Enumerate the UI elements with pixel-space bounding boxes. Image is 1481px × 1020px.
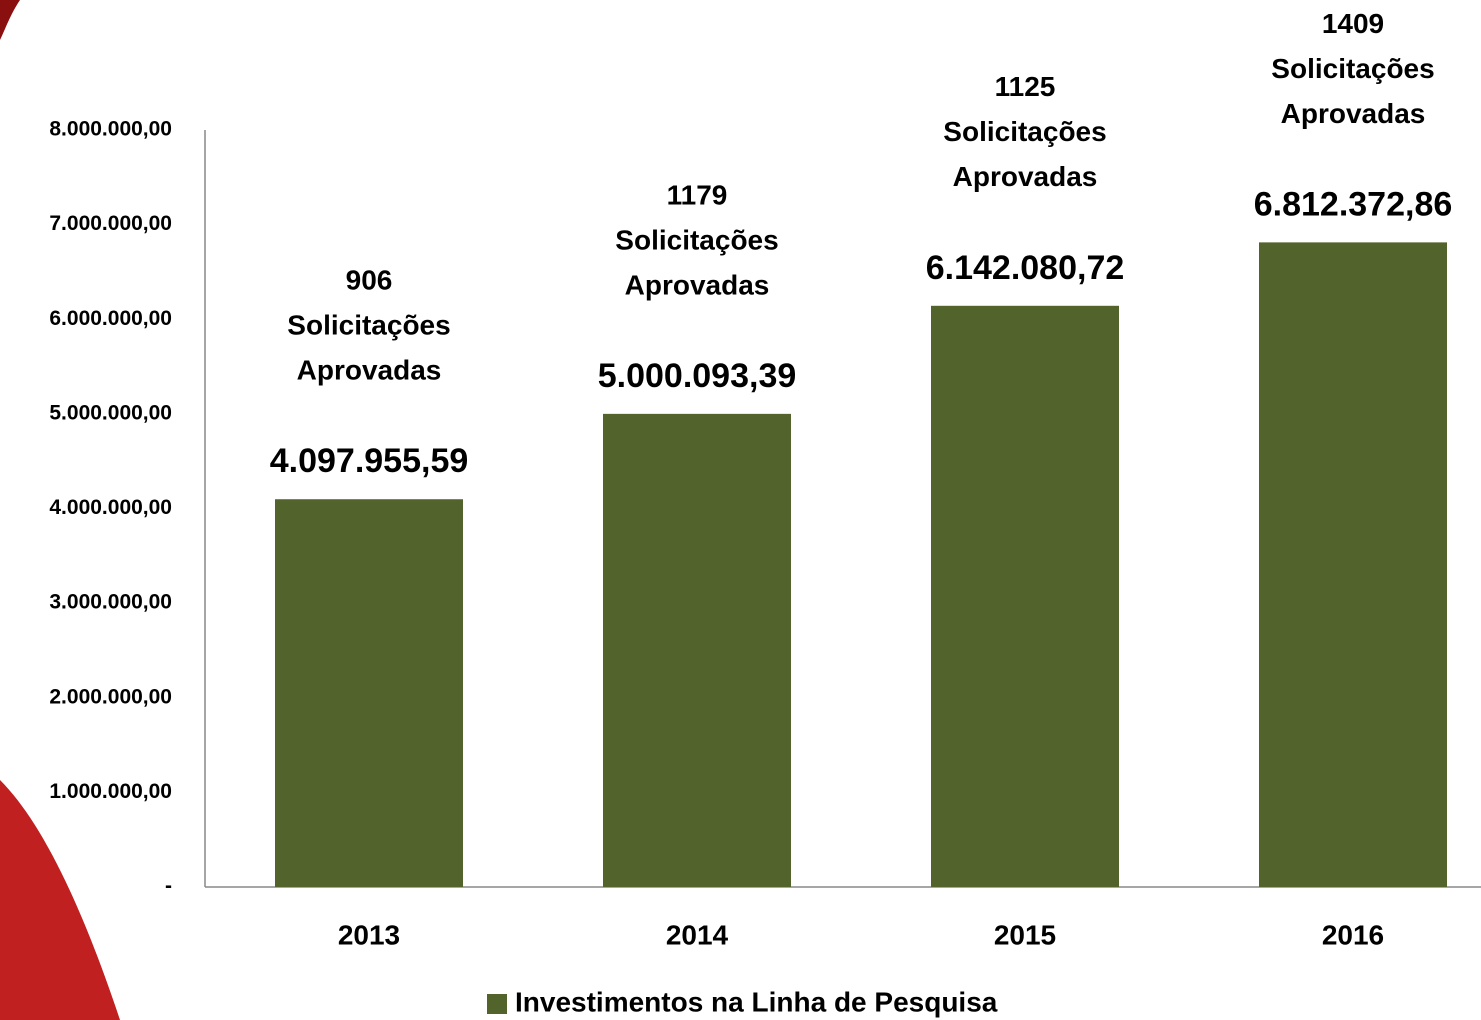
legend-label: Investimentos na Linha de Pesquisa [515,986,998,1017]
y-tick-label: 3.000.000,00 [49,591,172,614]
y-tick-label: 7.000.000,00 [49,212,172,235]
annotation: Solicitações [615,224,778,255]
y-tick-label: 5.000.000,00 [49,401,172,424]
annotation: Solicitações [943,116,1106,147]
annotation: Solicitações [1271,53,1434,84]
annotation: 1179 [667,179,728,210]
y-tick-label: 2.000.000,00 [49,685,172,708]
annotation: Aprovadas [953,161,1098,192]
y-tick-label: 8.000.000,00 [49,118,172,141]
annotation: Aprovadas [1281,98,1426,129]
y-tick-label: 6.000.000,00 [49,307,172,330]
value-label: 4.097.955,59 [270,442,469,480]
annotation: Solicitações [287,310,450,341]
annotation: 1409 [1322,8,1384,39]
y-tick-label: 4.000.000,00 [49,496,172,519]
x-tick-label: 2015 [994,919,1056,950]
annotation: Aprovadas [297,355,442,386]
x-tick-label: 2016 [1322,919,1384,950]
x-tick-label: 2014 [666,919,729,950]
bar [275,499,463,887]
decoration [0,0,20,40]
annotation: Aprovadas [625,269,770,300]
annotation: 906 [346,265,393,296]
value-label: 6.812.372,86 [1254,185,1453,223]
y-tick-label: 1.000.000,00 [49,780,172,803]
value-label: 6.142.080,72 [926,249,1125,287]
legend-swatch [487,994,507,1014]
y-tick-label: - [165,875,172,898]
bar [1259,242,1447,887]
value-label: 5.000.093,39 [598,357,797,395]
annotation: 1125 [995,71,1056,102]
x-tick-label: 2013 [338,919,400,950]
bar [603,413,791,887]
decoration [0,780,120,1020]
bar [931,305,1119,887]
